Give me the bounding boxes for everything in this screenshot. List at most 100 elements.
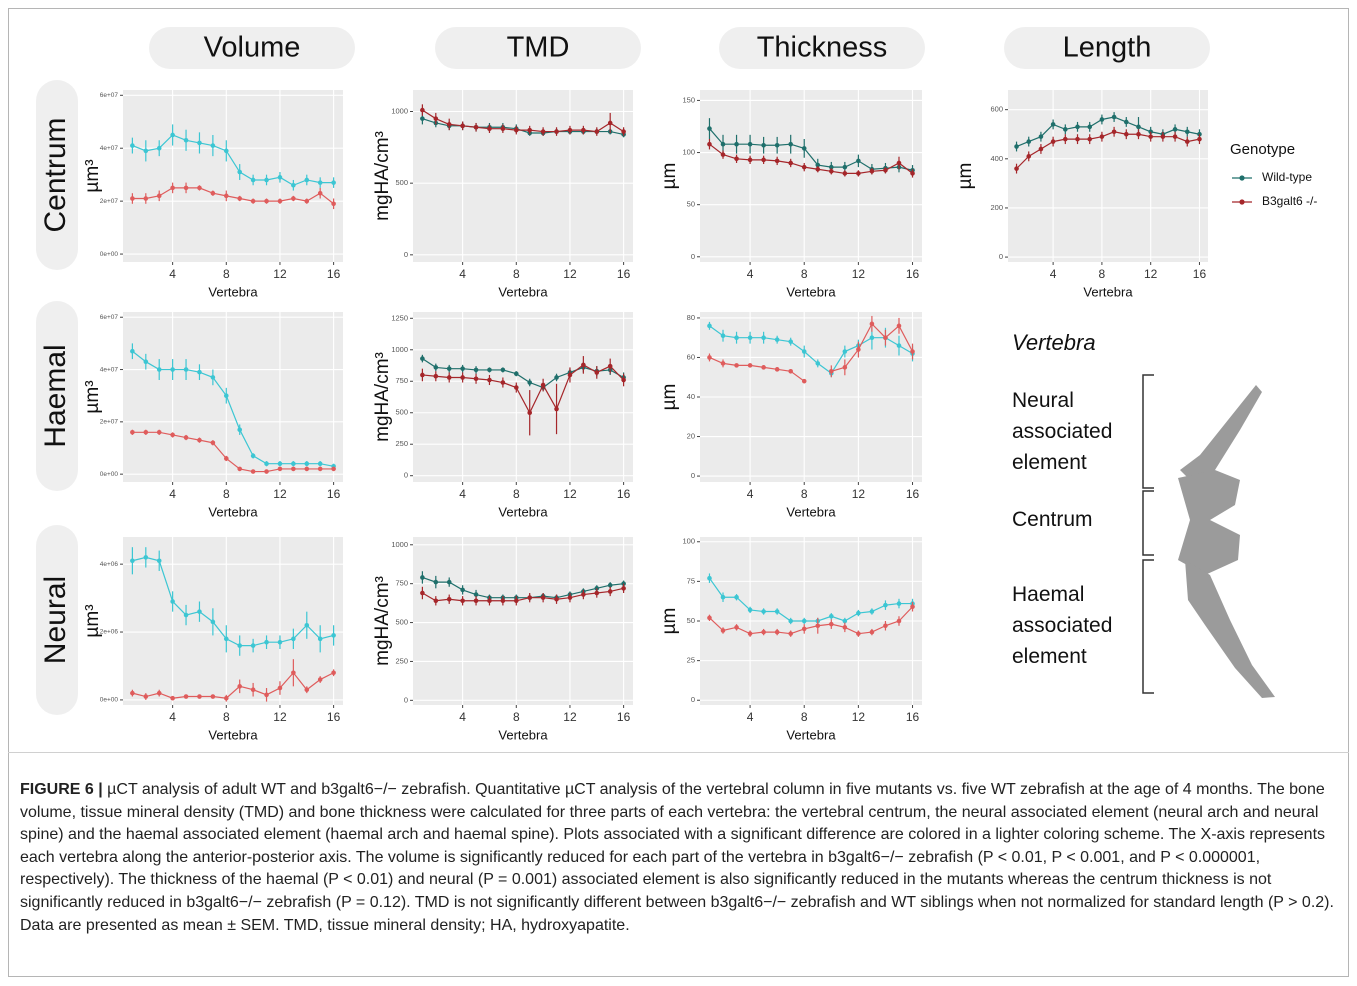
data-point	[317, 180, 323, 185]
data-point	[223, 695, 229, 701]
data-point	[304, 198, 310, 204]
plot-background	[413, 90, 633, 262]
data-point	[1063, 127, 1068, 132]
data-point	[170, 599, 175, 604]
row-header: Neural	[39, 576, 72, 664]
data-point	[170, 185, 175, 191]
y-tick-label: 600	[990, 105, 1003, 114]
y-tick-label: 400	[990, 154, 1003, 163]
series-line	[1016, 131, 1200, 170]
plot-background	[413, 312, 633, 482]
data-point	[774, 158, 780, 164]
x-tick-label: 12	[563, 267, 577, 281]
data-point	[277, 198, 283, 204]
data-point	[500, 380, 506, 385]
data-point	[856, 171, 861, 176]
data-point	[460, 598, 465, 604]
data-point	[210, 619, 216, 625]
data-point	[1123, 131, 1129, 137]
x-tick-label: 16	[906, 487, 920, 501]
x-tick-label: 16	[617, 487, 631, 501]
data-point	[420, 356, 425, 361]
data-point	[896, 618, 902, 624]
data-point	[540, 595, 546, 600]
data-point	[910, 349, 915, 354]
column-header: Volume	[204, 32, 301, 64]
x-tick-label: 12	[852, 710, 866, 724]
data-point	[734, 335, 739, 340]
data-point	[420, 575, 425, 580]
data-point	[433, 116, 439, 121]
data-point	[1063, 136, 1068, 142]
data-point	[774, 142, 780, 148]
data-point	[460, 375, 465, 380]
data-point	[473, 367, 479, 373]
data-point	[156, 558, 162, 564]
data-point	[815, 623, 821, 629]
data-point	[621, 586, 626, 591]
diagram-label-line: associated	[1012, 420, 1112, 443]
data-point	[761, 365, 766, 370]
data-point	[869, 169, 875, 174]
data-point	[264, 639, 269, 645]
data-point	[460, 123, 465, 129]
chart: 0e+00 2e+06 4e+06 4 8 12 16 Vertebra µm³	[82, 537, 343, 742]
data-point	[707, 323, 712, 329]
data-point	[607, 582, 613, 588]
y-axis-label: µm	[659, 384, 680, 411]
data-point	[594, 590, 600, 596]
data-point	[829, 613, 834, 619]
data-point	[883, 167, 888, 173]
series-line	[709, 143, 913, 174]
data-point	[1160, 134, 1166, 139]
data-point	[143, 430, 149, 435]
data-point	[747, 157, 753, 163]
data-point	[734, 363, 739, 368]
data-point	[433, 365, 439, 370]
diagram-label-line: Centrum	[1012, 508, 1093, 531]
series-line	[132, 134, 334, 186]
data-point	[513, 598, 519, 604]
data-point	[304, 466, 310, 472]
data-point	[1197, 136, 1202, 142]
column-header: Length	[1063, 32, 1152, 64]
data-point	[1184, 129, 1190, 135]
data-point	[1184, 139, 1190, 144]
column-header: Thickness	[757, 32, 888, 64]
data-point	[774, 609, 780, 614]
y-axis-label: µm³	[82, 604, 103, 637]
x-tick-label: 4	[1050, 267, 1057, 281]
y-tick-label: 60	[687, 352, 695, 361]
data-point	[581, 362, 586, 368]
data-point	[331, 180, 336, 185]
data-point	[473, 598, 479, 604]
x-tick-label: 8	[513, 267, 520, 281]
y-tick-label: 2e+07	[100, 419, 119, 426]
plot-background	[413, 537, 633, 705]
column-header: TMD	[507, 32, 570, 64]
data-point	[761, 629, 766, 635]
data-point	[130, 143, 135, 148]
data-point	[896, 343, 902, 348]
data-point	[210, 375, 216, 380]
series-line	[422, 364, 625, 415]
y-axis-label: mgHA/cm³	[372, 352, 393, 442]
data-point	[237, 196, 243, 201]
data-point	[250, 687, 256, 693]
data-point	[707, 126, 712, 131]
x-tick-label: 12	[852, 487, 866, 501]
data-point	[842, 164, 848, 170]
data-point	[1111, 129, 1117, 135]
x-axis-label: Vertebra	[786, 504, 836, 519]
x-tick-label: 8	[223, 487, 230, 501]
data-point	[420, 372, 425, 378]
y-tick-label: 1250	[391, 313, 408, 322]
data-point	[446, 122, 452, 127]
y-tick-label: 200	[990, 203, 1003, 212]
data-point	[420, 116, 425, 121]
figure-border	[8, 8, 1349, 977]
data-point	[291, 196, 296, 201]
data-point	[304, 687, 310, 693]
x-axis-label: Vertebra	[1083, 284, 1133, 299]
data-point	[801, 618, 807, 624]
